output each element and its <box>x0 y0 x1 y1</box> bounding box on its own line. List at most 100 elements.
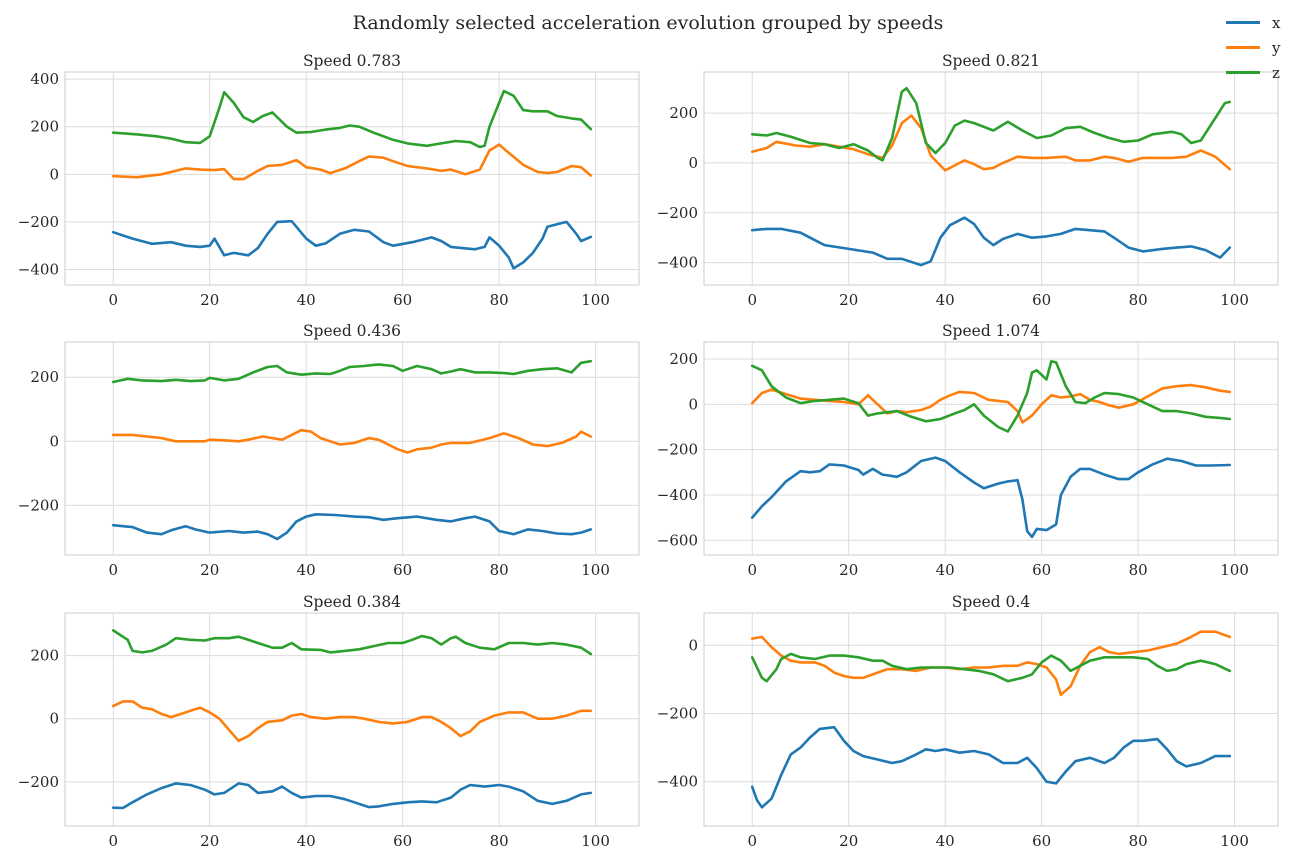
y-tick-label: 0 <box>49 710 59 728</box>
y-tick-label: 200 <box>669 350 698 368</box>
x-tick-label: 100 <box>1220 291 1249 309</box>
x-tick-label: 80 <box>490 832 509 850</box>
series-line-y <box>750 630 1232 697</box>
subplot-4: 0 20 40 60 80 100 −600 −400 −200 0 200 Speed 1.074 <box>657 322 1279 579</box>
y-tick-label: 200 <box>669 104 698 122</box>
y-tick-label: −200 <box>18 496 59 514</box>
axes-frame <box>64 71 640 286</box>
y-tick-label: −400 <box>18 261 59 279</box>
y-tick-label: −200 <box>18 213 59 231</box>
legend-line-y <box>1226 46 1260 49</box>
x-tick-label: 100 <box>1220 832 1249 850</box>
axes-frame <box>64 612 640 827</box>
x-tick-label: 40 <box>936 832 955 850</box>
y-tick-label: 0 <box>688 636 698 654</box>
subplot-title: Speed 0.821 <box>942 52 1040 70</box>
x-tick-label: 80 <box>1129 291 1148 309</box>
x-tick-label: 40 <box>936 561 955 579</box>
x-tick-label: 60 <box>393 291 412 309</box>
y-tick-label: −400 <box>657 254 698 272</box>
series-line-x <box>750 216 1232 267</box>
series-line-x <box>111 219 593 270</box>
x-tick-label: 20 <box>839 291 858 309</box>
series-line-z <box>111 359 593 384</box>
x-tick-label: 100 <box>581 832 610 850</box>
x-tick-label: 80 <box>1129 832 1148 850</box>
series-line-x <box>111 782 593 810</box>
x-tick-label: 0 <box>108 832 118 850</box>
y-tick-label: 0 <box>49 432 59 450</box>
axes-frame <box>703 341 1279 556</box>
series-line-y <box>750 383 1232 424</box>
x-tick-label: 20 <box>200 832 219 850</box>
y-tick-label: 0 <box>688 395 698 413</box>
x-tick-label: 40 <box>297 561 316 579</box>
series-line-z <box>750 652 1232 683</box>
y-tick-label: −400 <box>657 773 698 791</box>
subplot-3: 0 20 40 60 80 100 −200 0 200 Speed 0.436 <box>18 322 640 579</box>
series-line-z <box>111 629 593 656</box>
x-tick-label: 80 <box>1129 561 1148 579</box>
x-tick-label: 20 <box>200 561 219 579</box>
y-tick-label: 200 <box>30 118 59 136</box>
legend-label-y: y <box>1272 38 1281 57</box>
x-tick-label: 20 <box>200 291 219 309</box>
subplot-6: 0 20 40 60 80 100 −400 −200 0 Speed 0.4 <box>657 593 1279 850</box>
legend-label-z: z <box>1272 63 1280 82</box>
x-tick-label: 60 <box>1032 291 1051 309</box>
legend: x y z <box>1226 10 1280 85</box>
y-tick-label: 400 <box>30 70 59 88</box>
y-tick-label: 200 <box>30 368 59 386</box>
series-line-z <box>750 86 1232 162</box>
y-tick-label: 0 <box>688 154 698 172</box>
y-tick-label: 200 <box>30 647 59 665</box>
series-line-x <box>111 513 593 541</box>
axes-frame <box>703 71 1279 286</box>
x-tick-label: 20 <box>839 832 858 850</box>
x-tick-label: 60 <box>393 561 412 579</box>
x-tick-label: 100 <box>1220 561 1249 579</box>
subplot-2: 0 20 40 60 80 100 −400 −200 0 200 Speed 0.821 <box>657 52 1279 309</box>
legend-line-z <box>1226 71 1260 74</box>
subplot-title: Speed 0.4 <box>952 593 1031 611</box>
legend-line-x <box>1226 21 1260 24</box>
x-tick-label: 100 <box>581 561 610 579</box>
y-tick-label: −200 <box>657 204 698 222</box>
series-line-x <box>750 456 1232 539</box>
x-tick-label: 0 <box>747 832 757 850</box>
x-tick-label: 80 <box>490 561 509 579</box>
axes-frame <box>64 341 640 556</box>
subplot-1: 0 20 40 60 80 100 −400 −200 0 200 400 Speed 0.783 <box>18 52 640 309</box>
x-tick-label: 0 <box>747 561 757 579</box>
y-tick-label: −200 <box>657 441 698 459</box>
legend-item-y: y <box>1226 35 1280 60</box>
x-tick-label: 0 <box>108 291 118 309</box>
legend-item-x: x <box>1226 10 1280 35</box>
legend-label-x: x <box>1272 13 1281 32</box>
legend-item-z: z <box>1226 60 1280 85</box>
x-tick-label: 60 <box>1032 832 1051 850</box>
y-tick-label: −200 <box>18 773 59 791</box>
x-tick-label: 20 <box>839 561 858 579</box>
subplot-title: Speed 0.783 <box>303 52 401 70</box>
x-tick-label: 40 <box>297 291 316 309</box>
series-line-x <box>750 725 1232 809</box>
series-line-z <box>111 89 593 149</box>
x-tick-label: 0 <box>108 561 118 579</box>
subplot-5: 0 20 40 60 80 100 −200 0 200 Speed 0.384 <box>18 593 640 850</box>
x-tick-label: 40 <box>297 832 316 850</box>
axes-frame <box>703 612 1279 827</box>
y-tick-label: 0 <box>49 165 59 183</box>
series-line-y <box>111 700 593 743</box>
x-tick-label: 60 <box>393 832 412 850</box>
subplot-title: Speed 0.384 <box>303 593 401 611</box>
x-tick-label: 100 <box>581 291 610 309</box>
y-tick-label: −200 <box>657 705 698 723</box>
y-tick-label: −600 <box>657 531 698 549</box>
y-tick-label: −400 <box>657 486 698 504</box>
series-line-y <box>111 428 593 454</box>
x-tick-label: 0 <box>747 291 757 309</box>
figure-title: Randomly selected acceleration evolution… <box>352 12 944 34</box>
series-line-y <box>111 143 593 181</box>
